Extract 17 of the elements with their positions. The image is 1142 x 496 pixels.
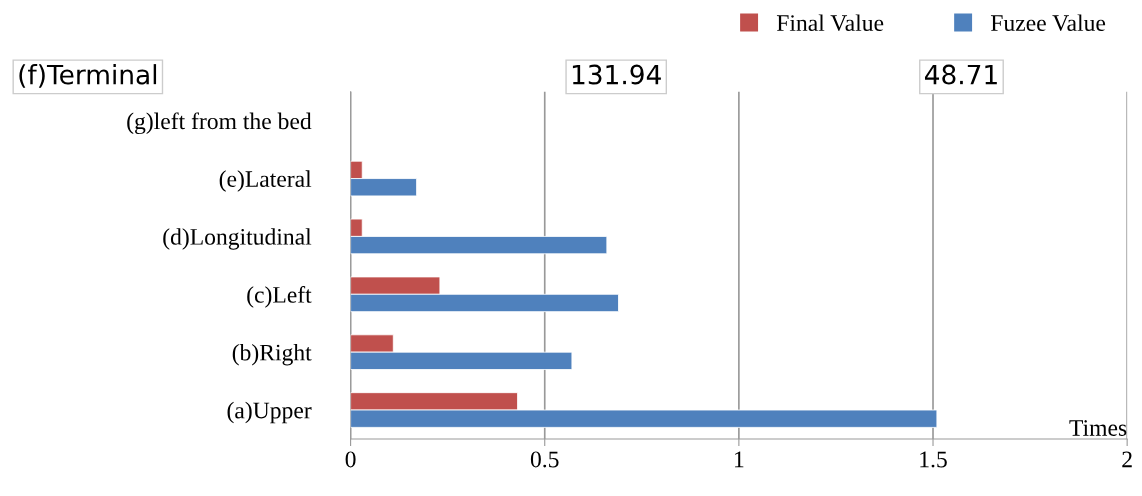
y-tick-label: (b)Right xyxy=(232,343,312,366)
y-tick-label: (c)Left xyxy=(247,285,312,308)
text: 48.71 xyxy=(924,64,997,85)
y-tick-label: (a)Upper xyxy=(227,401,312,424)
y-tick-label: (e)Lateral xyxy=(219,170,312,192)
x-tick-label: 0 xyxy=(345,451,356,468)
x-tick-label: 1 xyxy=(735,451,744,468)
x-axis-title: Times xyxy=(1069,420,1127,436)
x-tick-label: 1.5 xyxy=(920,451,947,468)
legend-label: Final Value xyxy=(776,14,884,32)
x-tick-label: 2 xyxy=(1122,451,1132,468)
legend-label: Fuzee Value xyxy=(990,14,1106,32)
y-tick-label: (g)left from the bed xyxy=(127,112,312,135)
text: 131.94 xyxy=(572,64,661,85)
y-tick-label: (d)Longitudinal xyxy=(163,228,312,250)
x-tick-label: 0.5 xyxy=(530,451,559,468)
text: (f)Terminal xyxy=(19,64,157,88)
